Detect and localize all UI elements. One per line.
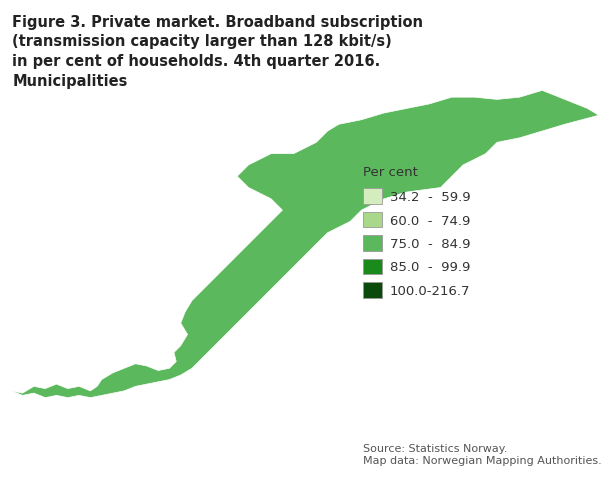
Text: Source: Statistics Norway.
Map data: Norwegian Mapping Authorities.: Source: Statistics Norway. Map data: Nor… <box>363 444 601 466</box>
Polygon shape <box>12 90 598 398</box>
Text: Per cent: Per cent <box>363 166 418 179</box>
Text: 60.0  -  74.9: 60.0 - 74.9 <box>390 215 470 227</box>
Text: 85.0  -  99.9: 85.0 - 99.9 <box>390 262 470 274</box>
Text: 75.0  -  84.9: 75.0 - 84.9 <box>390 238 470 251</box>
Text: Figure 3. Private market. Broadband subscription
(transmission capacity larger t: Figure 3. Private market. Broadband subs… <box>12 15 423 89</box>
Text: 100.0-216.7: 100.0-216.7 <box>390 285 470 298</box>
Text: 34.2  -  59.9: 34.2 - 59.9 <box>390 191 470 204</box>
